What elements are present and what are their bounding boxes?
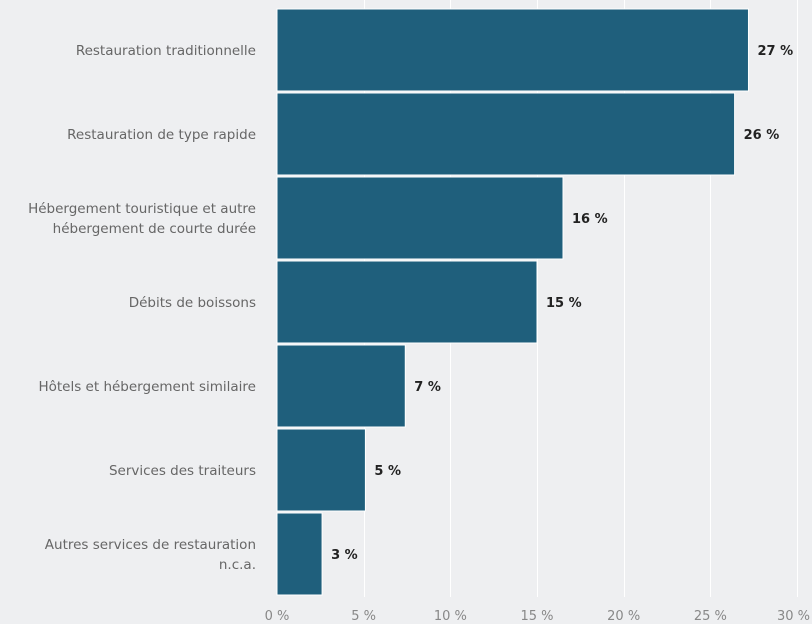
category-label-3: Débits de boissons: [129, 295, 256, 311]
bar-3: [276, 260, 538, 344]
category-label-1: Restauration de type rapide: [67, 127, 256, 143]
x-tick-label-5: 25 %: [694, 609, 727, 624]
category-label-line: Restauration traditionnelle: [76, 43, 256, 59]
bar-2: [276, 176, 564, 260]
x-tick-label-2: 10 %: [434, 609, 467, 624]
bar-0: [276, 8, 749, 92]
category-label-line: hébergement de courte durée: [53, 221, 256, 237]
category-label-2: Hébergement touristique et autre hébergem…: [28, 201, 256, 237]
data-label-2: 16 %: [572, 212, 608, 227]
category-label-0: Restauration traditionnelle: [76, 43, 256, 59]
x-tick-label-0: 0 %: [265, 609, 290, 624]
data-labels: 27 % 26 % 16 % 15 % 7 % 5 % 3 %: [331, 44, 793, 563]
data-label-1: 26 %: [744, 128, 780, 143]
category-label-6: Autres services de restauration n.c.a.: [45, 537, 256, 573]
x-tick-label-4: 20 %: [607, 609, 640, 624]
data-label-6: 3 %: [331, 548, 358, 563]
bar-4: [276, 344, 406, 428]
category-label-line: Restauration de type rapide: [67, 127, 256, 143]
x-tick-label-1: 5 %: [351, 609, 376, 624]
bar-6: [276, 512, 323, 596]
category-label-line: n.c.a.: [219, 557, 256, 573]
category-label-line: Services des traiteurs: [109, 463, 256, 479]
data-label-5: 5 %: [374, 464, 401, 479]
category-label-line: Hôtels et hébergement similaire: [38, 379, 256, 395]
data-label-3: 15 %: [546, 296, 582, 311]
data-label-4: 7 %: [414, 380, 441, 395]
x-tick-label-3: 15 %: [520, 609, 553, 624]
data-label-0: 27 %: [757, 44, 793, 59]
bars: [276, 8, 749, 596]
category-label-4: Hôtels et hébergement similaire: [38, 379, 256, 395]
x-axis-ticks: 0 % 5 % 10 % 15 % 20 % 25 % 30 %: [265, 609, 810, 624]
category-labels: Restauration traditionnelle Restauration …: [28, 43, 256, 573]
x-tick-label-6: 30 %: [777, 609, 810, 624]
category-label-5: Services des traiteurs: [109, 463, 256, 479]
bar-5: [276, 428, 366, 512]
category-label-line: Hébergement touristique et autre: [28, 201, 256, 217]
category-label-line: Autres services de restauration: [45, 537, 256, 553]
bar-1: [276, 92, 736, 176]
category-label-line: Débits de boissons: [129, 295, 256, 311]
